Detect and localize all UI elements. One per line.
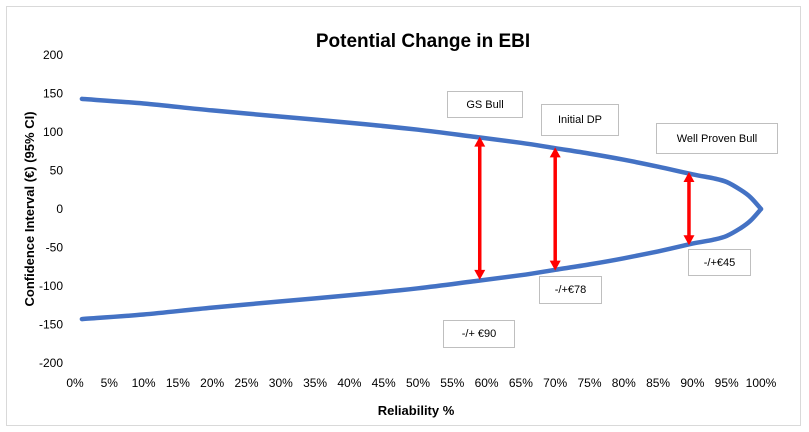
upper-bound-line	[79, 96, 764, 212]
arrow-head-down	[474, 269, 486, 280]
x-tick-label: 15%	[166, 376, 190, 390]
y-tick-label: 0	[56, 202, 63, 216]
arrow-head-up	[549, 147, 561, 158]
x-tick-label: 10%	[132, 376, 156, 390]
x-tick-label: 40%	[337, 376, 361, 390]
arrow-head-up	[683, 172, 695, 183]
x-tick-label: 20%	[200, 376, 224, 390]
ci-arrow-1	[549, 147, 561, 271]
arrow-head-down	[683, 235, 695, 246]
x-tick-label: 90%	[680, 376, 704, 390]
y-tick-label: -100	[39, 279, 63, 293]
x-tick-label: 5%	[101, 376, 119, 390]
ci-arrow-2	[683, 172, 695, 246]
x-axis-label: Reliability %	[378, 403, 455, 418]
annotation-ci-45: -/+€45	[688, 249, 751, 276]
x-tick-label: 85%	[646, 376, 670, 390]
x-tick-label: 25%	[234, 376, 258, 390]
x-tick-label: 75%	[577, 376, 601, 390]
x-tick-label: 70%	[543, 376, 567, 390]
arrow-head-down	[549, 260, 561, 271]
x-tick-label: 65%	[509, 376, 533, 390]
y-tick-label: -200	[39, 356, 63, 370]
y-tick-label: 100	[43, 125, 63, 139]
annotation-initial-dp: Initial DP	[541, 104, 619, 136]
ci-arrow-0	[474, 136, 486, 280]
x-tick-label: 0%	[66, 376, 84, 390]
y-tick-label: -50	[46, 241, 64, 255]
x-tick-label: 35%	[303, 376, 327, 390]
chart-frame	[6, 6, 801, 426]
x-tick-label: 30%	[269, 376, 293, 390]
y-tick-label: -150	[39, 318, 63, 332]
annotation-well-proven-bull: Well Proven Bull	[656, 123, 778, 154]
y-tick-label: 200	[43, 48, 63, 62]
y-tick-label: 50	[50, 164, 64, 178]
arrow-head-up	[474, 136, 486, 147]
annotation-ci-78: -/+€78	[539, 276, 602, 304]
x-tick-label: 60%	[475, 376, 499, 390]
lower-bound-line	[79, 206, 764, 322]
chart-title: Potential Change in EBI	[316, 31, 530, 52]
x-tick-label: 55%	[440, 376, 464, 390]
x-tick-label: 50%	[406, 376, 430, 390]
y-tick-label: 150	[43, 87, 63, 101]
x-tick-label: 95%	[715, 376, 739, 390]
arrow-layer	[474, 136, 695, 280]
annotation-gs-bull: GS Bull	[447, 91, 523, 118]
series-layer	[79, 96, 764, 322]
annotation-ci-90: -/+ €90	[443, 320, 515, 348]
y-tick-labels: 200 150 100 50 0 -50 -100 -150 -200	[39, 48, 63, 370]
x-tick-label: 80%	[612, 376, 636, 390]
x-tick-labels: 0% 5% 10% 15% 20% 25% 30% 35% 40% 45% 50% 55% 60% 65%…	[66, 376, 776, 390]
x-tick-label: 45%	[372, 376, 396, 390]
y-axis-label: Confidence Interval (€) (95% CI)	[22, 111, 37, 306]
x-tick-label: 100%	[746, 376, 777, 390]
